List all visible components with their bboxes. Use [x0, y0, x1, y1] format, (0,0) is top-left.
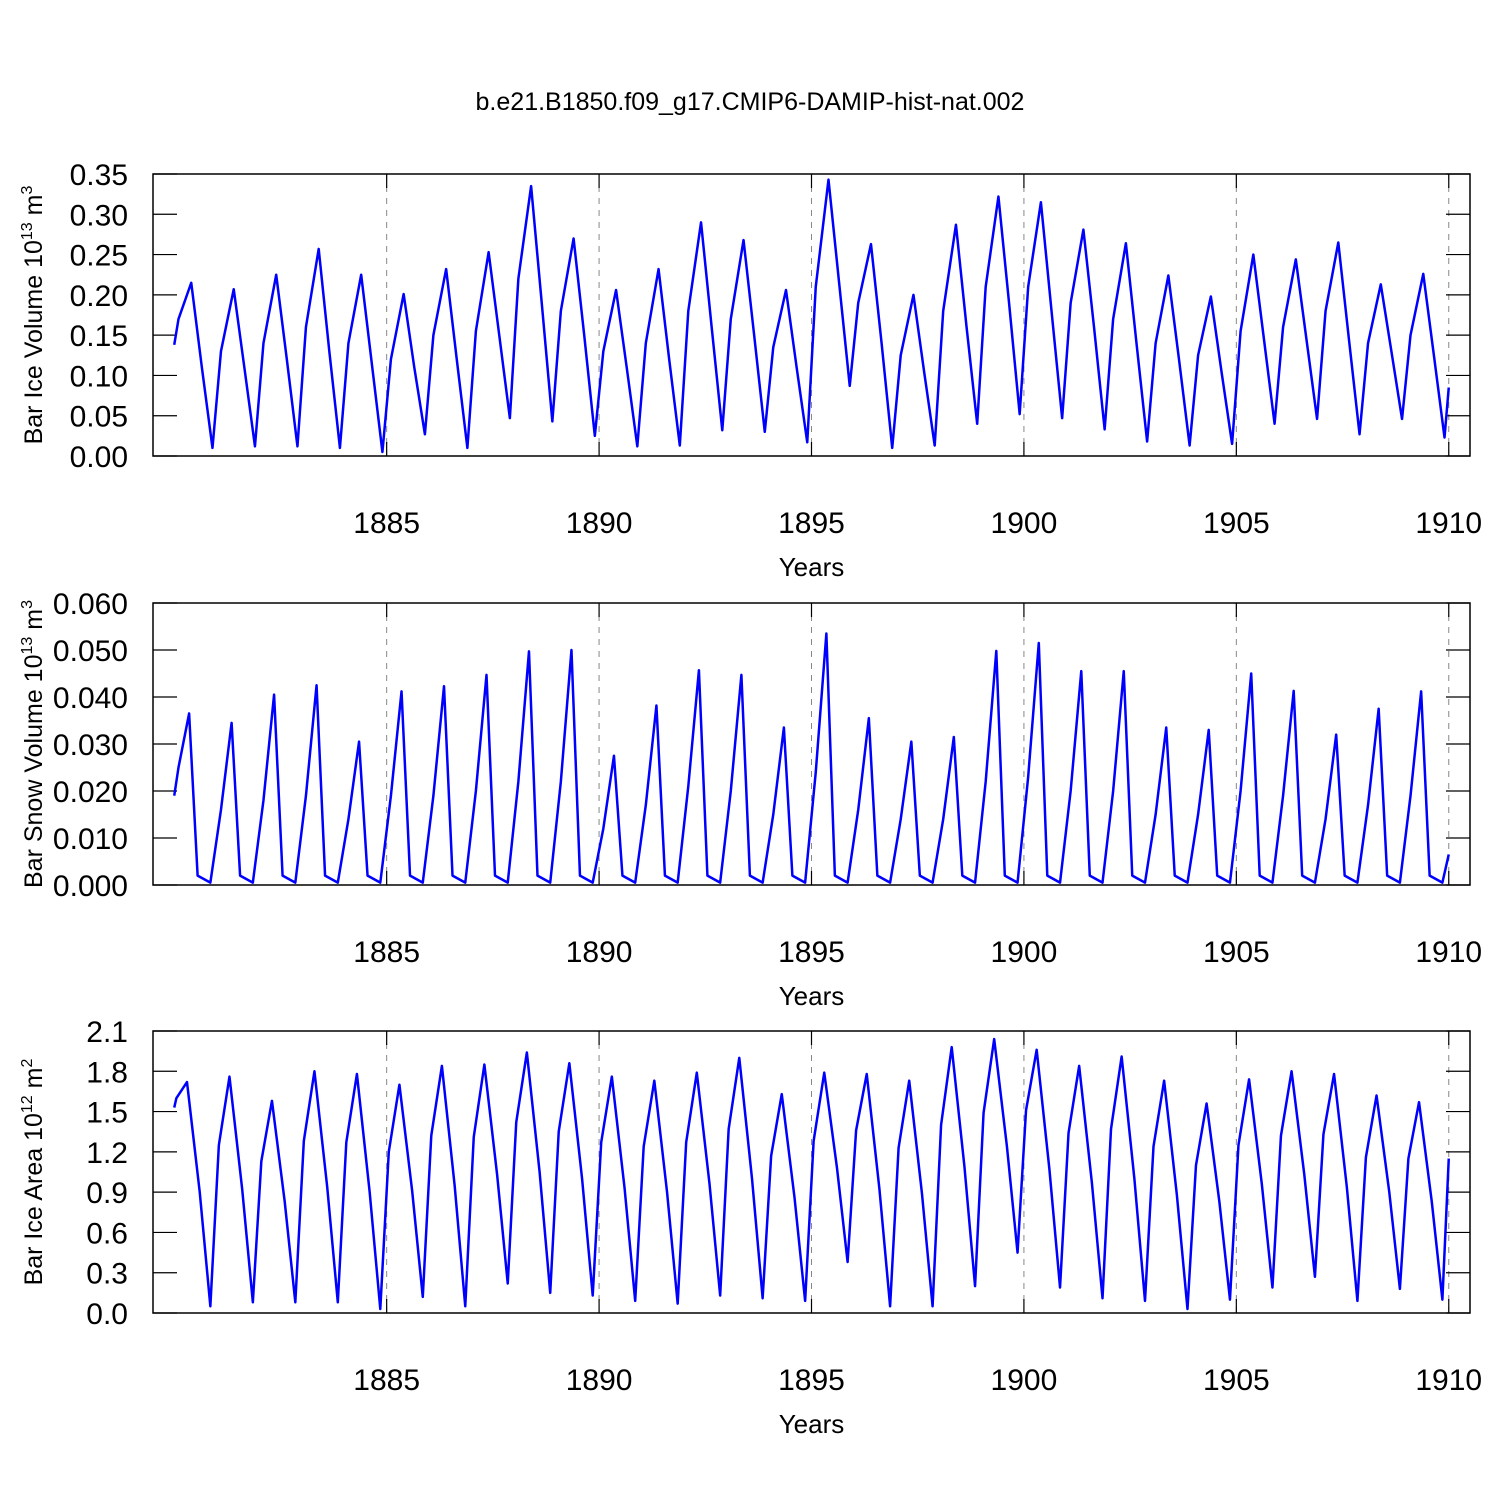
- x-axis-label: Years: [779, 552, 845, 582]
- x-tick-label: 1885: [353, 1364, 420, 1397]
- y-tick-label: 0.05: [70, 401, 128, 434]
- panel: 1885 1890 1895 1900 1905 1910 0.0 0.3 0.6 0.9 1.2 1…: [19, 1016, 1482, 1439]
- y-axis-label-exp: 12: [19, 1095, 36, 1113]
- x-axis-label: Years: [779, 981, 845, 1011]
- y-tick-label: 1.2: [86, 1137, 128, 1170]
- y-axis-label-exp: 13: [19, 637, 36, 655]
- x-tick-label: 1905: [1203, 1364, 1270, 1397]
- x-tick-label: 1905: [1203, 507, 1270, 540]
- y-axis-label-unit-exp: 3: [19, 600, 36, 609]
- x-tick-label: 1910: [1415, 507, 1482, 540]
- y-tick-label: 0.000: [53, 870, 128, 903]
- y-tick-label: 0.030: [53, 729, 128, 762]
- y-tick-label: 0.00: [70, 441, 128, 474]
- y-tick-label: 0.20: [70, 280, 128, 313]
- y-tick-label: 2.1: [86, 1016, 128, 1049]
- y-axis-label-text: Bar Ice Volume 10: [20, 240, 48, 444]
- y-tick-label: 0.35: [70, 159, 128, 192]
- y-tick-label: 0.060: [53, 588, 128, 621]
- data-line: [173, 1037, 1451, 1311]
- x-tick-label: 1900: [991, 507, 1058, 540]
- x-tick-label: 1890: [566, 936, 633, 969]
- x-tick-label: 1890: [566, 1364, 633, 1397]
- x-tick-label: 1910: [1415, 1364, 1482, 1397]
- y-axis-label: Bar Snow Volume 1013 m3: [19, 600, 48, 888]
- x-tick-label: 1885: [353, 507, 420, 540]
- y-axis-label-exp: 13: [19, 222, 36, 240]
- data-line: [173, 632, 1450, 884]
- y-axis-label: Bar Ice Area 1012 m2: [19, 1058, 48, 1285]
- y-axis-label: Bar Ice Volume 1013 m3: [19, 185, 48, 444]
- plot-frame: [152, 1030, 1471, 1314]
- data-line: [173, 178, 1451, 454]
- y-tick-label: 0.15: [70, 320, 128, 353]
- y-axis-label-text: Bar Ice Area 10: [20, 1113, 48, 1285]
- x-axis-label: Years: [779, 1409, 845, 1439]
- plot-frame: [152, 602, 1471, 886]
- x-tick-label: 1910: [1415, 936, 1482, 969]
- x-tick-label: 1895: [778, 507, 845, 540]
- y-axis-label-unit: m: [20, 1067, 48, 1088]
- y-tick-label: 1.5: [86, 1097, 128, 1130]
- x-tick-label: 1900: [991, 1364, 1058, 1397]
- x-tick-label: 1900: [991, 936, 1058, 969]
- y-tick-label: 0.10: [70, 360, 128, 393]
- x-tick-label: 1890: [566, 507, 633, 540]
- y-axis-label-unit: m: [20, 194, 48, 215]
- y-tick-label: 0.6: [86, 1217, 128, 1250]
- plot-frame: [152, 173, 1471, 457]
- y-tick-label: 0.010: [53, 823, 128, 856]
- y-tick-label: 0.3: [86, 1258, 128, 1291]
- y-axis-label-unit-exp: 2: [19, 1058, 36, 1067]
- panel: 1885 1890 1895 1900 1905 1910 0.000 0.010 0.020 0…: [19, 588, 1482, 1011]
- y-tick-label: 0.020: [53, 776, 128, 809]
- x-tick-label: 1905: [1203, 936, 1270, 969]
- y-axis-label-text: Bar Snow Volume 10: [20, 655, 48, 888]
- figure-title: b.e21.B1850.f09_g17.CMIP6-DAMIP-hist-nat…: [476, 88, 1025, 116]
- y-tick-label: 0.040: [53, 682, 128, 715]
- y-tick-label: 1.8: [86, 1056, 128, 1089]
- y-tick-label: 0.0: [86, 1298, 128, 1331]
- y-axis-label-unit-exp: 3: [19, 185, 36, 194]
- x-tick-label: 1895: [778, 1364, 845, 1397]
- y-axis-label-unit: m: [20, 609, 48, 630]
- y-tick-label: 0.25: [70, 240, 128, 273]
- y-tick-label: 0.050: [53, 635, 128, 668]
- x-tick-label: 1895: [778, 936, 845, 969]
- y-tick-label: 0.9: [86, 1177, 128, 1210]
- y-tick-label: 0.30: [70, 199, 128, 232]
- panel: 1885 1890 1895 1900 1905 1910 0.00 0.05 0.10 0.15…: [19, 159, 1482, 582]
- x-tick-label: 1885: [353, 936, 420, 969]
